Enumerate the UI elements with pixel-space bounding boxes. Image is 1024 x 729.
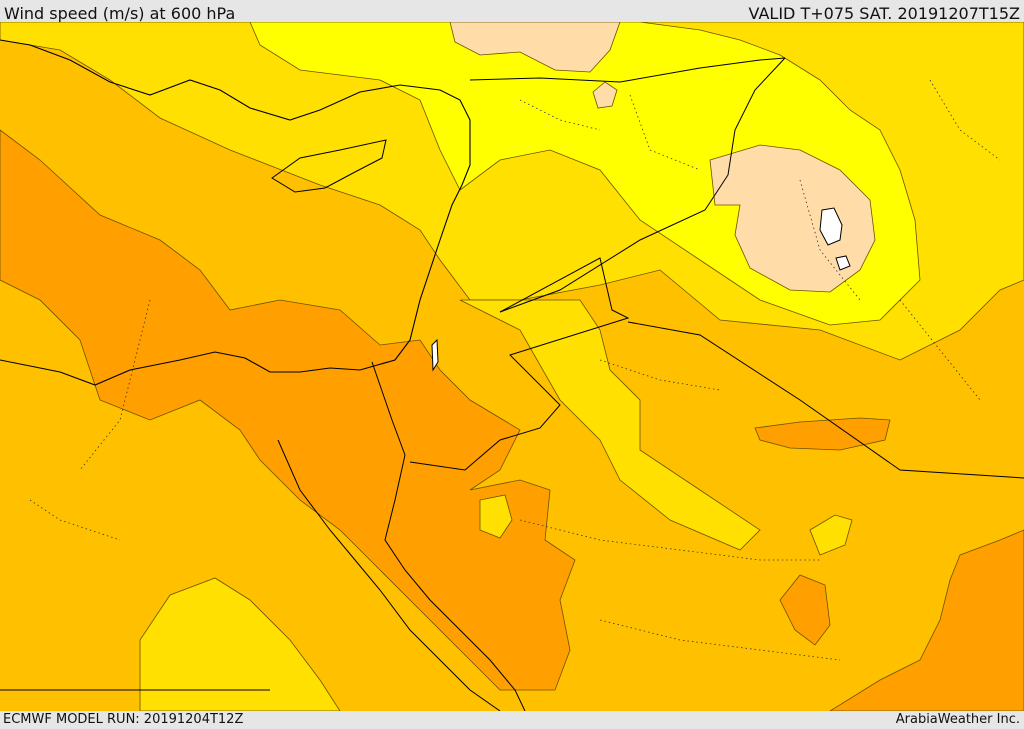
border-iraq-saudi: [627, 321, 1024, 479]
border-egypt-israel: [371, 361, 406, 456]
border-syria-turkey: [469, 57, 786, 83]
wind-zone-strong-band: [754, 417, 891, 451]
map-header: Wind speed (m/s) at 600 hPa VALID T+075 …: [0, 0, 1024, 23]
wind-speed-map: [0, 22, 1024, 711]
wind-zone-strong-southeast: [829, 529, 1024, 711]
wind-zone-strong-patch: [779, 574, 831, 646]
wind-zone-strong-west: [0, 129, 576, 691]
wind-zone-calm-small: [592, 81, 618, 109]
red-sea-coast-west: [277, 439, 501, 711]
lake-habbaniyah-outline: [835, 255, 851, 271]
wind-zone-calm-north: [449, 22, 621, 73]
dead-sea-outline: [431, 338, 439, 372]
admin-boundaries: [29, 79, 1001, 661]
border-syria-iraq: [499, 57, 786, 313]
valid-time: VALID T+075 SAT. 20191207T15Z: [748, 4, 1020, 23]
wind-zone-light-southwest: [139, 577, 341, 711]
model-run: ECMWF MODEL RUN: 20191204T12Z: [3, 712, 244, 727]
map-footer: ECMWF MODEL RUN: 20191204T12Z ArabiaWeat…: [0, 711, 1024, 729]
border-jordan-saudi: [409, 257, 630, 471]
wind-zone-light-islet-1: [479, 494, 513, 539]
lake-tharthar-outline: [819, 207, 843, 246]
mediterranean-coastline: [0, 39, 471, 386]
credit-label: ArabiaWeather Inc.: [895, 712, 1020, 727]
cyprus-outline: [271, 139, 387, 193]
map-title: Wind speed (m/s) at 600 hPa: [4, 4, 236, 23]
wind-zone-light-islet-2: [809, 514, 853, 556]
red-sea-coast-east: [384, 454, 526, 711]
wind-zone-light-central: [459, 299, 761, 551]
